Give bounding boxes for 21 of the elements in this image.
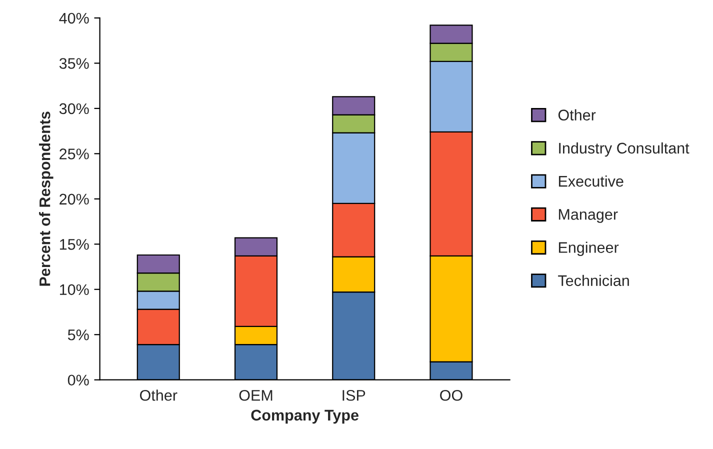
legend-label: Industry Consultant xyxy=(559,142,690,157)
y-tick-label: 40% xyxy=(59,12,89,24)
legend-label: Manager xyxy=(558,209,618,223)
x-tick-label: Other xyxy=(140,390,178,401)
y-tick-label: 35% xyxy=(59,58,89,69)
legend-label: Other xyxy=(558,109,596,120)
y-tick-label: 10% xyxy=(60,284,89,296)
y-tick-label: 30% xyxy=(59,103,89,114)
x-tick-label: OEM xyxy=(239,390,272,401)
y-tick-label: 25% xyxy=(60,148,89,160)
y-axis-title: Percent of Respondents xyxy=(39,112,54,286)
y-tick-label: 15% xyxy=(60,239,89,250)
x-tick-label: ISP xyxy=(342,390,366,401)
x-axis-title: Company Type xyxy=(251,410,358,424)
legend-label: Executive xyxy=(558,176,624,187)
y-tick-label: 20% xyxy=(60,194,89,205)
legend-label: Technician xyxy=(558,274,629,286)
legend-label: Engineer xyxy=(558,242,619,256)
y-tick-label: 0% xyxy=(68,374,89,386)
x-tick-label: OO xyxy=(440,390,462,401)
y-tick-label: 5% xyxy=(68,330,89,340)
